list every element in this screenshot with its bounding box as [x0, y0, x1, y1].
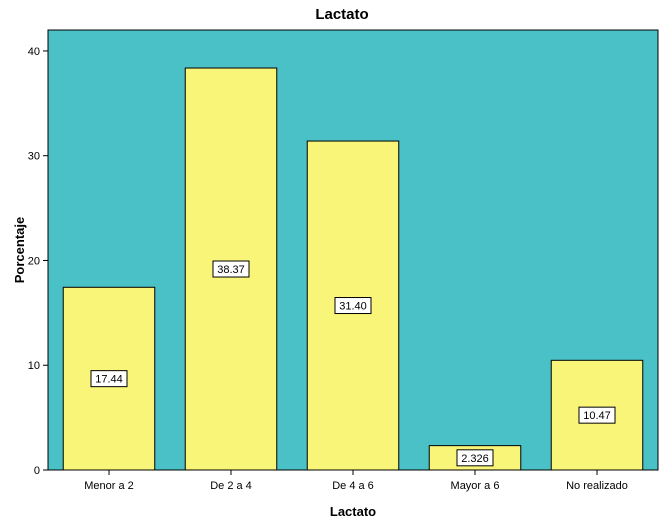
y-tick-label: 10 — [28, 360, 40, 372]
data-label-box — [456, 449, 494, 467]
x-tick-label: Mayor a 6 — [451, 480, 500, 492]
x-tick-label: No realizado — [566, 480, 628, 492]
data-label: 2.326 — [461, 453, 489, 465]
y-axis: 0 10 20 30 40 — [28, 30, 49, 477]
y-tick-label: 20 — [28, 255, 40, 267]
data-label-box — [578, 406, 616, 424]
data-label: 17.44 — [95, 374, 123, 386]
chart-title: Lactato — [315, 6, 368, 23]
y-axis-label: Porcentaje — [12, 217, 27, 283]
data-label-box — [90, 370, 128, 388]
data-label-box — [212, 260, 250, 278]
x-axis-label: Lactato — [330, 504, 376, 519]
x-tick-label: De 4 a 6 — [332, 480, 374, 492]
bars: 17.44 38.37 31.40 2.326 10.47 — [62, 67, 644, 471]
data-label-box — [334, 297, 372, 315]
data-label: 38.37 — [217, 264, 245, 276]
x-tick-label: De 2 a 4 — [210, 480, 252, 492]
y-tick-label: 40 — [28, 46, 40, 58]
x-tick-label: Menor a 2 — [84, 480, 134, 492]
x-axis: Menor a 2 De 2 a 4 De 4 a 6 Mayor a 6 No rea… — [48, 469, 658, 492]
y-tick-label: 0 — [34, 465, 40, 477]
data-label: 31.40 — [339, 301, 367, 313]
y-tick-label: 30 — [28, 151, 40, 163]
data-label: 10.47 — [583, 410, 611, 422]
